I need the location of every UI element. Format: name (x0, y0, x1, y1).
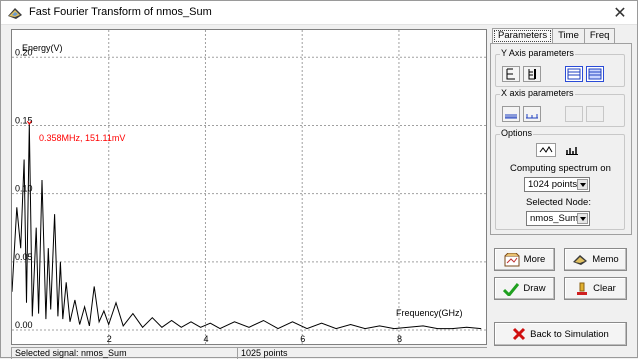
close-x-icon (512, 327, 526, 341)
curve-mode-icon[interactable] (536, 143, 556, 157)
x-tick-label: 6 (300, 334, 305, 344)
more-button-label: More (524, 254, 546, 265)
status-points: 1025 points (237, 347, 487, 359)
node-select[interactable]: nmos_Sum (526, 211, 590, 226)
bars-mode-icon[interactable] (562, 143, 582, 157)
more-button[interactable]: More (494, 248, 555, 271)
selected-node-label: Selected Node: (526, 197, 591, 208)
x-grid-coarse-icon (586, 106, 604, 122)
points-select-value: 1024 points (528, 179, 577, 190)
x-tick-label: 8 (397, 334, 402, 344)
back-to-simulation-button[interactable]: Back to Simulation (494, 322, 627, 346)
spectrum-line (12, 124, 481, 329)
app-icon (7, 6, 23, 20)
peak-annotation: 0.358MHz, 151.11mV (39, 133, 125, 143)
fft-plot[interactable]: 0.20 0.15 0.10 0.05 0.00 2 4 6 8 Energy(V) Frequ… (11, 29, 487, 345)
tab-freq[interactable]: Freq (584, 28, 616, 43)
tab-parameters[interactable]: Parameters (492, 28, 553, 44)
tab-time[interactable]: Time (552, 28, 585, 43)
more-icon (504, 253, 520, 267)
clear-button[interactable]: Clear (564, 277, 627, 300)
y-grid-coarse-icon[interactable] (586, 66, 604, 82)
memo-button[interactable]: Memo (564, 248, 627, 271)
status-bar: Selected signal: nmos_Sum 1025 points (11, 347, 487, 359)
checkmark-icon (503, 282, 519, 296)
back-button-label: Back to Simulation (530, 329, 609, 340)
close-button[interactable]: ✕ (603, 1, 637, 24)
tab-body-parameters: Y Axis parameters X axis parameters (490, 43, 632, 235)
memo-icon (572, 254, 588, 266)
options-group: Options Computing spectrum on 1024 point… (495, 134, 625, 230)
plot-ticks: 0.200.150.100.050.002 4 6 8 (15, 47, 402, 344)
parameters-panel: Parameters Time Freq Y Axis parameters (490, 28, 632, 235)
x-axis-label: Frequency(GHz) (396, 308, 463, 318)
y-tick-label: 0.05 (15, 252, 33, 262)
draw-button-label: Draw (523, 283, 545, 294)
chevron-down-icon (577, 213, 588, 224)
x-axis-group: X axis parameters (495, 94, 625, 127)
y-axis-label: Energy(V) (22, 43, 63, 53)
x-axis-group-label: X axis parameters (500, 88, 575, 98)
y-grid-fine-icon[interactable] (565, 66, 583, 82)
title-bar: Fast Fourier Transform of nmos_Sum ✕ (1, 1, 637, 25)
y-log-scale-icon[interactable] (523, 66, 541, 82)
x-log-scale-icon[interactable] (523, 106, 541, 122)
node-select-value: nmos_Sum (530, 213, 578, 224)
status-selected-signal: Selected signal: nmos_Sum (11, 347, 237, 359)
fft-chart[interactable]: 0.200.150.100.050.002 4 6 8 Energy(V) Frequ… (12, 30, 486, 344)
memo-button-label: Memo (592, 254, 618, 265)
computing-spectrum-label: Computing spectrum on (510, 163, 611, 174)
clear-button-label: Clear (593, 283, 616, 294)
x-tick-label: 4 (203, 334, 208, 344)
chevron-down-icon (577, 179, 588, 190)
y-linear-scale-icon[interactable] (502, 66, 520, 82)
tab-strip: Parameters Time Freq (492, 28, 614, 44)
points-select[interactable]: 1024 points (524, 177, 590, 192)
y-axis-group: Y Axis parameters (495, 54, 625, 87)
x-tick-label: 2 (107, 334, 112, 344)
window-title: Fast Fourier Transform of nmos_Sum (29, 6, 212, 18)
x-grid-fine-icon (565, 106, 583, 122)
x-linear-scale-icon[interactable] (502, 106, 520, 122)
y-tick-label: 0.00 (15, 320, 33, 330)
draw-button[interactable]: Draw (494, 277, 555, 300)
options-group-label: Options (500, 128, 533, 138)
plot-grid (12, 30, 486, 344)
y-axis-group-label: Y Axis parameters (500, 48, 575, 58)
eraser-icon (575, 282, 589, 296)
